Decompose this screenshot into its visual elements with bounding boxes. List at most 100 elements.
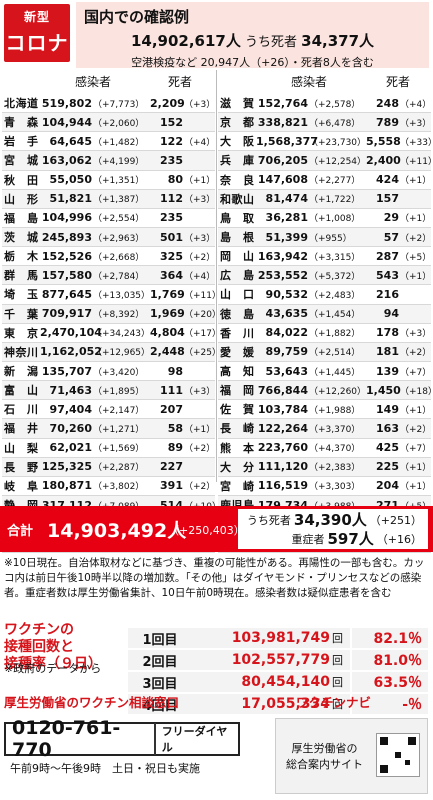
vaccine-count: 80,454,140 (241, 674, 330, 690)
prefecture-row: 佐賀 103,784 （+1,988） 149 （+1） (218, 400, 431, 420)
prefecture-row: 宮城 163,062 （+4,199） 235 (2, 151, 215, 171)
case-increase: （+1,722） (309, 195, 361, 206)
death-count: 364 (160, 268, 183, 282)
case-increase: （+34,243） (93, 329, 151, 340)
case-count: 111,120 (257, 460, 308, 474)
death-count: 111 (160, 383, 183, 397)
column-divider (216, 70, 217, 482)
prefecture-row: 富山 71,463 （+1,895） 111 （+3） (2, 381, 216, 401)
case-increase: （+2,147） (93, 405, 145, 416)
case-count: 223,760 (257, 441, 308, 455)
death-increase: （+3） (184, 386, 216, 397)
death-count: 501 (160, 230, 183, 244)
death-increase: （+2） (184, 444, 216, 455)
prefecture-name: 福島 (4, 211, 38, 225)
prefecture-table-right: 滋賀 152,764 （+2,578） 248 （+4） 京都 338,821 （+6,478… (218, 94, 433, 554)
col-cases-left: 感染者 (74, 75, 111, 89)
death-increase: （+33） (400, 137, 433, 148)
case-count: 135,707 (41, 364, 92, 378)
case-increase: （+1,445） (309, 367, 361, 378)
prefecture-name: 山形 (4, 192, 38, 206)
vaccine-rate: 63.5％ (350, 672, 428, 692)
prefecture-row: 大分 111,120 （+2,383） 225 （+1） (218, 457, 432, 477)
prefecture-row: 山形 51,821 （+1,387） 112 （+3） (2, 189, 215, 209)
prefecture-name: 宮城 (4, 154, 38, 168)
case-increase: （+2,578） (309, 99, 361, 110)
total-deaths-diff: （+251） (369, 513, 422, 527)
case-count: 84,022 (265, 326, 308, 340)
death-count: 1,969 (150, 307, 185, 321)
summary-title: 国内での確認例 (84, 8, 190, 26)
qr-code-icon[interactable] (376, 733, 420, 777)
death-increase: （+20） (184, 310, 221, 321)
case-increase: （+1,271） (93, 424, 145, 435)
death-count: 98 (167, 364, 183, 378)
death-increase: （+5） (400, 252, 432, 263)
death-count: 2,448 (150, 345, 185, 359)
prefecture-row: 栃木 152,526 （+2,668） 325 （+2） (2, 247, 215, 267)
prefecture-row: 福島 104,996 （+2,554） 235 (2, 209, 215, 228)
prefecture-name: 徳島 (220, 307, 254, 321)
death-count: 425 (376, 441, 399, 455)
navi-line2: 総合案内サイト (286, 758, 363, 771)
death-increase: （+4） (400, 99, 432, 110)
total-deaths-label: うち死者 (246, 513, 291, 527)
vaccine-title-line3: 接種率（９日） (4, 656, 102, 672)
prefecture-row: 奈良 147,608 （+2,277） 424 （+1） (218, 171, 431, 190)
death-count: 58 (167, 421, 183, 435)
case-count: 51,399 (265, 230, 308, 244)
case-increase: （+1,008） (309, 214, 361, 225)
prefecture-table-left: 北海道 519,802 （+7,773） 2,209 （+3） 青森 104,944 （+2,… (2, 94, 221, 554)
death-increase: （+18） (400, 386, 433, 397)
death-count: 94 (383, 307, 399, 321)
navi-title: ワクチンナビ (296, 695, 372, 710)
death-count: 152 (160, 115, 183, 129)
case-increase: （+1,454） (309, 310, 361, 321)
death-increase: （+1） (400, 463, 432, 474)
case-count: 62,021 (49, 441, 92, 455)
death-increase: （+2） (400, 233, 432, 244)
case-count: 2,470,104 (40, 326, 102, 340)
case-count: 1,162,052 (40, 345, 102, 359)
total-deaths-line: うち死者 34,390人 （+251） (244, 510, 422, 529)
summary-cases: 14,902,617人 (130, 32, 241, 50)
prefecture-row: 長崎 122,264 （+3,370） 163 （+2） (218, 419, 432, 439)
prefecture-name: 石川 (4, 403, 38, 417)
death-count: 227 (160, 460, 183, 474)
death-count: 57 (383, 230, 399, 244)
death-count: 207 (160, 402, 183, 416)
total-cases: 14,903,492人 (47, 520, 187, 542)
prefecture-name: 岩手 (4, 135, 38, 149)
summary-sub: 空港検疫など 20,947人（+26）・死者8人を含む (131, 56, 374, 69)
death-count: 789 (376, 115, 399, 129)
vaccine-dose: 2回目 (142, 654, 178, 670)
death-increase: （+7） (400, 444, 432, 455)
case-count: 81,474 (265, 192, 308, 206)
death-count: 325 (160, 249, 183, 263)
prefecture-row: 埼玉 877,645 （+13,035） 1,769 （+11） (2, 285, 221, 305)
case-increase: （+2,287） (93, 463, 145, 474)
case-increase: （+2,383） (309, 463, 361, 474)
prefecture-name: 香川 (220, 326, 254, 340)
death-increase: （+2） (184, 482, 216, 493)
case-increase: （+2,963） (93, 233, 145, 244)
domestic-summary: 国内での確認例 14,902,617人 うち死者 34,377人 空港検疫など … (76, 2, 429, 69)
prefecture-name: 和歌山 (220, 192, 254, 206)
case-count: 519,802 (41, 96, 92, 110)
prefecture-name: 愛媛 (220, 345, 254, 359)
prefecture-row: 秋田 55,050 （+1,351） 80 （+1） (2, 171, 215, 190)
case-count: 70,260 (49, 421, 92, 435)
col-deaths-left: 死者 (167, 75, 192, 89)
badge-line1: 新型 (23, 10, 50, 24)
case-count: 53,643 (265, 364, 308, 378)
prefecture-name: 奈良 (220, 173, 254, 187)
death-increase: （+2） (400, 424, 432, 435)
case-increase: （+12,965） (93, 348, 151, 359)
death-count: 2,400 (366, 153, 401, 167)
prefecture-name: 神奈川 (4, 345, 38, 359)
vaccine-dose: 4回目 (142, 698, 178, 714)
death-increase: （+1） (400, 482, 432, 493)
case-increase: （+3,370） (309, 424, 361, 435)
death-count: 1,450 (366, 383, 401, 397)
case-increase: （+2,277） (309, 176, 361, 187)
